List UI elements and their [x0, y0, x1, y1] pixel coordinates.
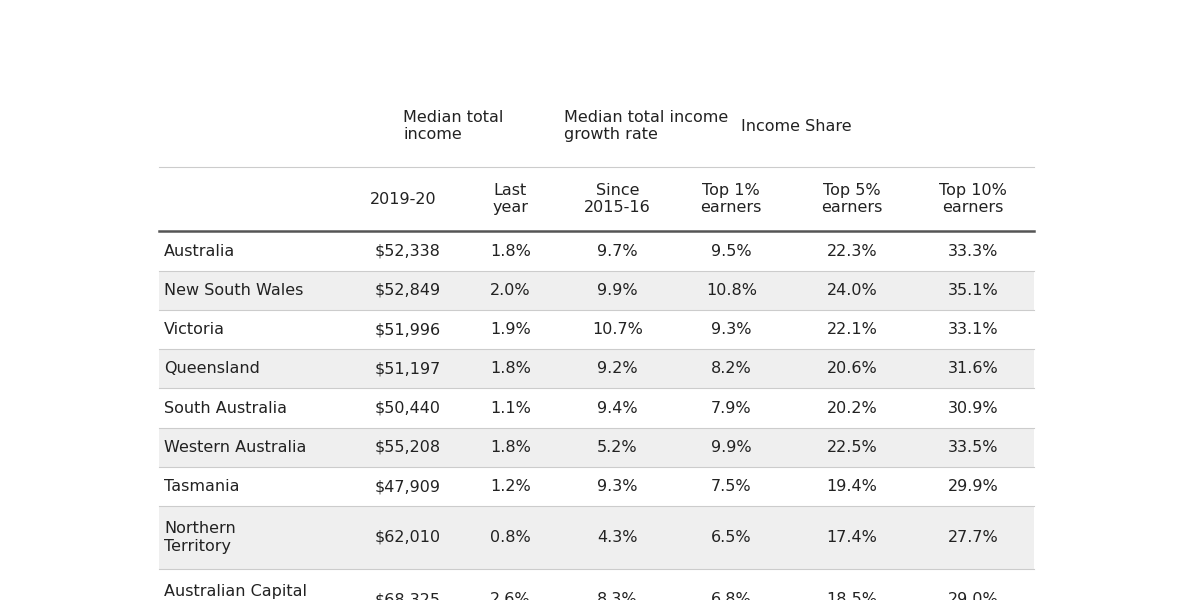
Text: 18.5%: 18.5% [827, 592, 877, 600]
Text: $68,325: $68,325 [374, 592, 440, 600]
Text: 1.1%: 1.1% [490, 401, 530, 416]
Bar [160, 310, 1033, 349]
Text: Since
2015-16: Since 2015-16 [584, 183, 650, 215]
Text: Income Share: Income Share [740, 119, 851, 134]
Text: Northern
Territory: Northern Territory [164, 521, 235, 554]
Text: South Australia: South Australia [164, 401, 287, 416]
Text: $55,208: $55,208 [374, 440, 440, 455]
Text: 9.5%: 9.5% [710, 244, 751, 259]
Text: 2019-20: 2019-20 [370, 191, 437, 206]
Text: 29.9%: 29.9% [948, 479, 998, 494]
Text: $47,909: $47,909 [374, 479, 440, 494]
Text: $50,440: $50,440 [374, 401, 440, 416]
Text: Median total
income: Median total income [403, 110, 504, 142]
Bar [160, 467, 1033, 506]
Text: $51,996: $51,996 [374, 322, 440, 337]
Text: Top 10%
earners: Top 10% earners [940, 183, 1007, 215]
Bar [160, 86, 1033, 232]
Text: 6.5%: 6.5% [710, 530, 751, 545]
Text: 1.2%: 1.2% [490, 479, 530, 494]
Text: 8.3%: 8.3% [598, 592, 637, 600]
Text: 22.1%: 22.1% [827, 322, 877, 337]
Text: 1.8%: 1.8% [490, 244, 530, 259]
Text: 7.9%: 7.9% [710, 401, 751, 416]
Text: 9.9%: 9.9% [598, 283, 637, 298]
Text: 27.7%: 27.7% [948, 530, 998, 545]
Text: $52,338: $52,338 [374, 244, 440, 259]
Text: 33.1%: 33.1% [948, 322, 998, 337]
Text: Australia: Australia [164, 244, 235, 259]
Text: 8.2%: 8.2% [710, 361, 751, 376]
Text: Last
year: Last year [492, 183, 528, 215]
Text: 22.3%: 22.3% [827, 244, 877, 259]
Text: 33.5%: 33.5% [948, 440, 998, 455]
Bar [160, 569, 1033, 600]
Text: 9.3%: 9.3% [710, 322, 751, 337]
Bar [160, 232, 1033, 271]
Text: 1.9%: 1.9% [490, 322, 530, 337]
Text: 30.9%: 30.9% [948, 401, 998, 416]
Text: 9.4%: 9.4% [598, 401, 637, 416]
Text: $51,197: $51,197 [374, 361, 440, 376]
Text: 4.3%: 4.3% [598, 530, 637, 545]
Text: $52,849: $52,849 [374, 283, 440, 298]
Text: 9.3%: 9.3% [598, 479, 637, 494]
Text: 35.1%: 35.1% [948, 283, 998, 298]
Text: 10.8%: 10.8% [706, 283, 757, 298]
Text: 2.0%: 2.0% [490, 283, 530, 298]
Text: 19.4%: 19.4% [827, 479, 877, 494]
Text: 29.0%: 29.0% [948, 592, 998, 600]
Text: 24.0%: 24.0% [827, 283, 877, 298]
Text: Western Australia: Western Australia [164, 440, 306, 455]
Bar [160, 349, 1033, 388]
Text: 33.3%: 33.3% [948, 244, 998, 259]
Text: 0.8%: 0.8% [490, 530, 530, 545]
Text: 9.9%: 9.9% [710, 440, 751, 455]
Text: 20.2%: 20.2% [827, 401, 877, 416]
Bar [160, 506, 1033, 569]
Bar [160, 388, 1033, 428]
Text: 9.2%: 9.2% [598, 361, 637, 376]
Text: Queensland: Queensland [164, 361, 260, 376]
Text: Top 1%
earners: Top 1% earners [701, 183, 762, 215]
Text: 2.6%: 2.6% [490, 592, 530, 600]
Text: Victoria: Victoria [164, 322, 224, 337]
Text: 10.7%: 10.7% [592, 322, 643, 337]
Text: 31.6%: 31.6% [948, 361, 998, 376]
Bar [160, 428, 1033, 467]
Text: 17.4%: 17.4% [827, 530, 877, 545]
Text: $62,010: $62,010 [374, 530, 440, 545]
Text: New South Wales: New South Wales [164, 283, 304, 298]
Text: 9.7%: 9.7% [598, 244, 637, 259]
Text: 5.2%: 5.2% [598, 440, 637, 455]
Text: 7.5%: 7.5% [710, 479, 751, 494]
Bar [160, 271, 1033, 310]
Text: Top 5%
earners: Top 5% earners [822, 183, 883, 215]
Text: 22.5%: 22.5% [827, 440, 877, 455]
Text: 6.8%: 6.8% [710, 592, 751, 600]
Text: Australian Capital
Territory: Australian Capital Territory [164, 584, 307, 600]
Text: 1.8%: 1.8% [490, 361, 530, 376]
Text: Tasmania: Tasmania [164, 479, 240, 494]
Text: Median total income
growth rate: Median total income growth rate [564, 110, 728, 142]
Text: 20.6%: 20.6% [827, 361, 877, 376]
Text: 1.8%: 1.8% [490, 440, 530, 455]
